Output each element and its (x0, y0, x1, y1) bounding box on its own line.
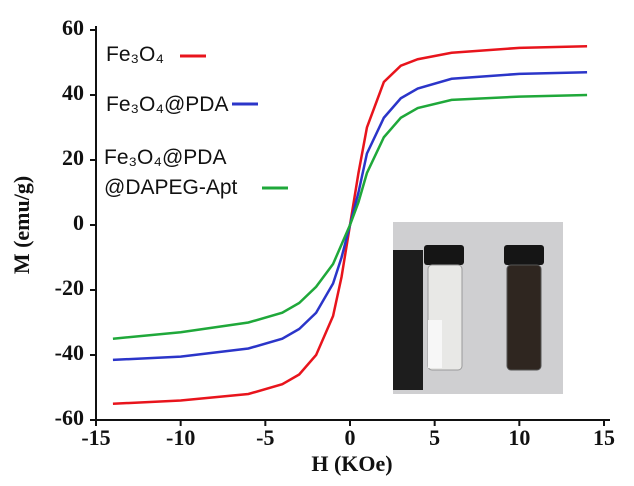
page: H (KOe) M (emu/g) -15 -10 -5 0 5 10 15 -60 -40 -2… (0, 0, 634, 481)
x-tick-label: 0 (345, 425, 356, 450)
vial-cap (424, 245, 464, 265)
x-tick-label: -5 (256, 425, 274, 450)
x-tick-label: 10 (508, 425, 530, 450)
vial-dark (507, 265, 541, 370)
vial-cap (504, 245, 544, 265)
y-tick-label: 20 (62, 145, 84, 170)
y-axis-label: M (emu/g) (9, 176, 34, 274)
x-tick-label: 15 (593, 425, 615, 450)
y-tick-label: 40 (62, 80, 84, 105)
y-tick-label: 0 (73, 210, 84, 235)
x-tick-label: -15 (81, 425, 110, 450)
magnet (393, 250, 423, 390)
legend-label: Fe₃O₄@PDA @DAPEG-Apt (104, 143, 237, 203)
legend-label: Fe₃O₄@PDA (106, 90, 228, 120)
legend-label: Fe₃O₄ (106, 40, 164, 70)
y-tick-label: -60 (55, 405, 84, 430)
x-axis-label: H (KOe) (311, 451, 392, 476)
chart: H (KOe) M (emu/g) -15 -10 -5 0 5 10 15 -60 -40 -2… (0, 0, 634, 481)
y-tick-label: -40 (55, 340, 84, 365)
x-tick-label: -10 (166, 425, 195, 450)
y-tick-label: -20 (55, 275, 84, 300)
inset-photo (393, 222, 563, 394)
vial-deposit (428, 320, 442, 368)
y-tick-label: 60 (62, 15, 84, 40)
x-tick-label: 5 (429, 425, 440, 450)
